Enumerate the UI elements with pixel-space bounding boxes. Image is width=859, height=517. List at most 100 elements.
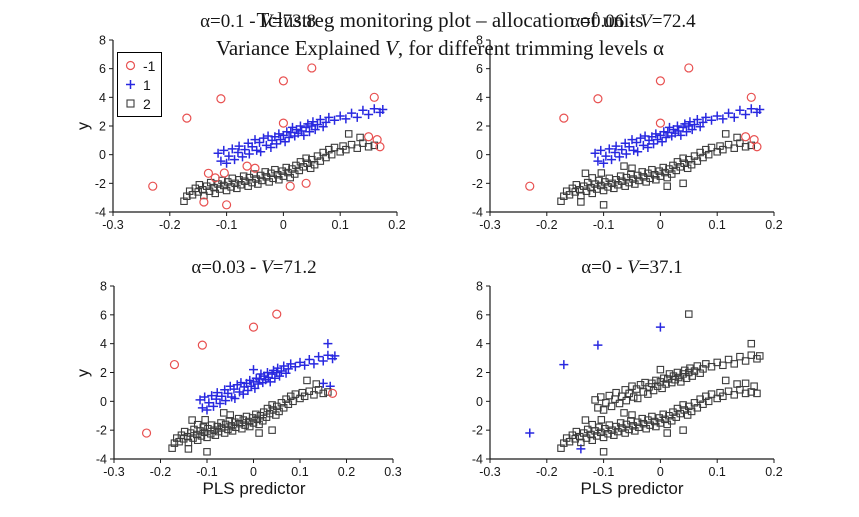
x-axis-label-bottom-right: PLS predictor — [580, 479, 684, 498]
x-tick-label: 0.1 — [332, 218, 349, 232]
legend-item-2: 2 — [123, 94, 155, 113]
data-point-marker — [200, 191, 208, 200]
y-tick-label: 8 — [476, 280, 483, 294]
data-point-marker — [199, 197, 209, 207]
subplot-0-series-2 — [180, 130, 379, 206]
figure-title-line2: Variance Explained V, for different trim… — [216, 36, 664, 61]
variance-script-v: V — [385, 36, 398, 60]
y-tick-label: 6 — [100, 308, 107, 322]
data-point-marker — [664, 122, 674, 132]
data-point-marker — [559, 113, 569, 123]
data-point-marker — [222, 158, 232, 168]
data-point-marker — [270, 373, 280, 383]
x-tick-label: -0.3 — [102, 218, 124, 232]
legend-item-1: 1 — [123, 75, 155, 94]
data-point-marker — [638, 140, 648, 150]
subplot-1-series-1 — [590, 104, 765, 168]
subplot-title-alpha-0-03: α=0.03 - V=71.2 — [191, 257, 316, 279]
y-axis-label-top-left: y — [75, 122, 92, 130]
y-tick-label: 4 — [476, 91, 483, 105]
legend-label: 2 — [143, 95, 151, 112]
data-point-marker — [295, 121, 305, 131]
data-point-marker — [588, 174, 596, 182]
data-point-marker — [599, 406, 608, 414]
legend-circle-icon — [123, 58, 138, 73]
data-point-marker — [661, 132, 671, 142]
data-point-marker — [741, 357, 750, 365]
script-v: V — [260, 11, 272, 32]
data-point-marker — [219, 145, 229, 155]
x-tick-label: -0.3 — [103, 465, 125, 479]
data-point-marker — [212, 388, 222, 398]
subplot-2-series--1 — [141, 309, 338, 438]
data-point-marker — [616, 172, 625, 180]
data-point-marker — [627, 135, 637, 145]
data-point-marker — [736, 352, 744, 361]
data-point-marker — [655, 118, 666, 128]
data-point-marker — [673, 368, 682, 377]
data-point-marker — [746, 92, 756, 102]
data-point-marker — [719, 145, 727, 154]
data-point-marker — [289, 397, 297, 406]
data-point-marker — [750, 382, 758, 390]
data-point-marker — [201, 416, 209, 424]
data-point-marker — [369, 104, 379, 114]
data-point-marker — [321, 117, 331, 127]
data-point-marker — [679, 426, 687, 434]
data-point-marker — [719, 361, 727, 370]
data-point-marker — [704, 397, 713, 406]
x-tick-label: -0.1 — [216, 218, 238, 232]
data-point-marker — [707, 143, 716, 152]
data-point-marker — [687, 125, 697, 135]
data-point-marker — [305, 127, 315, 137]
data-point-marker — [636, 133, 646, 143]
data-point-marker — [252, 145, 262, 155]
data-point-marker — [599, 448, 608, 456]
data-point-marker — [249, 365, 258, 375]
data-point-marker — [698, 117, 708, 127]
subplot-title-prefix: α=0 - — [581, 257, 628, 278]
data-point-marker — [639, 388, 648, 396]
data-point-marker — [617, 145, 627, 155]
data-point-marker — [607, 155, 617, 165]
x-tick-label: 0 — [657, 465, 664, 479]
data-point-marker — [335, 111, 345, 121]
data-point-marker — [707, 362, 716, 371]
data-point-marker — [272, 309, 282, 319]
data-point-marker — [209, 401, 219, 411]
data-point-marker — [344, 130, 353, 138]
data-point-marker — [588, 420, 596, 429]
legend-square-icon — [123, 96, 138, 111]
data-point-marker — [303, 376, 311, 385]
data-point-marker — [347, 108, 357, 118]
subplot-3-series-2 — [557, 310, 764, 456]
data-point-marker — [262, 368, 272, 377]
x-tick-label: -0.2 — [150, 465, 172, 479]
data-point-marker — [655, 322, 665, 332]
data-point-marker — [204, 398, 214, 408]
data-point-marker — [607, 402, 616, 411]
subplot-1: -0.3 -0.2 -0.1 0 0.1 0.2 8 6 4 2 0 -2 -4 — [472, 34, 783, 233]
y-tick-label: 0 — [476, 148, 483, 162]
data-point-marker — [721, 376, 730, 385]
y-tick-label: 4 — [100, 337, 107, 351]
data-point-marker — [707, 390, 716, 398]
data-point-marker — [327, 388, 338, 399]
data-point-marker — [679, 154, 687, 163]
x-tick-label: 0 — [657, 218, 664, 232]
data-point-marker — [649, 139, 659, 149]
data-point-marker — [610, 148, 620, 158]
data-point-marker — [733, 380, 741, 388]
x-tick-label: -0.3 — [479, 465, 501, 479]
data-point-marker — [685, 310, 693, 318]
script-v: V — [640, 11, 652, 32]
data-point-marker — [636, 381, 645, 389]
data-point-marker — [188, 416, 196, 424]
y-tick-label: -4 — [95, 206, 106, 220]
data-point-marker — [312, 380, 321, 388]
x-tick-label: -0.1 — [593, 465, 615, 479]
data-point-marker — [741, 110, 751, 120]
data-point-marker — [278, 76, 288, 86]
data-point-marker — [238, 389, 248, 399]
subplot-title-alpha-0: α=0 - V=37.1 — [581, 257, 683, 279]
